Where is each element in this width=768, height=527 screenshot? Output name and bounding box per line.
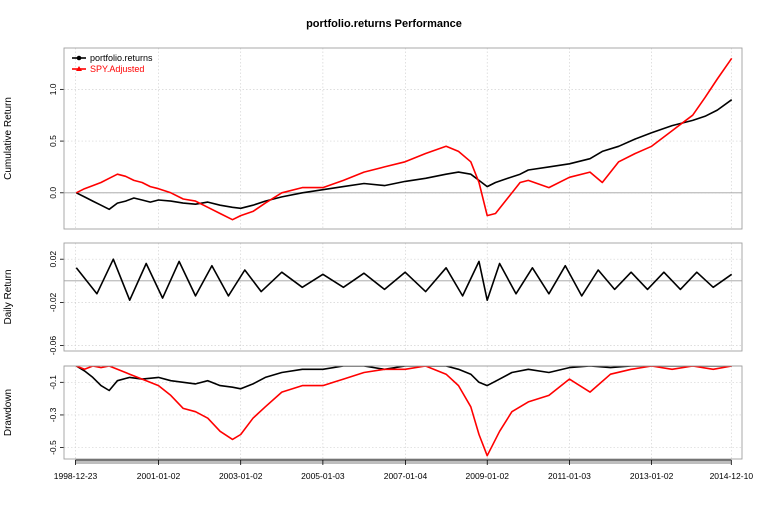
chart-title: portfolio.returns Performance bbox=[306, 18, 462, 30]
x-tick-label: 2001-01-02 bbox=[137, 471, 181, 481]
legend-marker-triangle bbox=[76, 66, 82, 71]
legend-marker-circle bbox=[76, 55, 82, 61]
y-tick-label: -0.5 bbox=[48, 440, 58, 455]
series-line-spy-adjusted bbox=[76, 366, 732, 457]
legend-entry-label: portfolio.returns bbox=[90, 53, 153, 63]
x-tick-label: 2014-12-10 bbox=[710, 471, 754, 481]
x-tick-label: 2007-01-04 bbox=[384, 471, 428, 481]
y-axis-label: Cumulative Return bbox=[3, 97, 14, 180]
cumulative-panel: 0.0 0.5 1.0 Cumulative Return bbox=[3, 47, 743, 230]
y-tick-label: 0.0 bbox=[48, 187, 58, 199]
y-tick-label: 1.0 bbox=[48, 83, 58, 95]
panel-frame bbox=[63, 47, 743, 230]
y-axis-label: Drawdown bbox=[3, 389, 14, 436]
y-axis-label: Daily Return bbox=[3, 269, 14, 324]
drawdown-panel: -0.1 -0.3 -0.5 Drawdown bbox=[3, 365, 743, 460]
series-line-portfolio-returns bbox=[75, 99, 733, 211]
y-tick-label: -0.1 bbox=[48, 375, 58, 390]
x-tick-label: 2013-01-02 bbox=[630, 471, 674, 481]
x-axis-strip bbox=[75, 460, 732, 464]
series-line-portfolio-returns bbox=[75, 258, 733, 301]
legend-entry-label: SPY.Adjusted bbox=[90, 64, 144, 74]
x-tick-label: 2009-01-02 bbox=[465, 471, 509, 481]
y-tick-label: 0.02 bbox=[48, 251, 58, 268]
x-tick-label: 1998-12-23 bbox=[54, 471, 98, 481]
y-tick-label: -0.02 bbox=[48, 292, 58, 312]
x-tick-label: 2003-01-02 bbox=[219, 471, 263, 481]
y-tick-label: 0.5 bbox=[48, 135, 58, 147]
y-tick-label: -0.06 bbox=[48, 336, 58, 356]
y-tick-label: -0.3 bbox=[48, 407, 58, 422]
series-line-spy-adjusted bbox=[75, 57, 733, 221]
x-tick-label: 2011-01-03 bbox=[548, 471, 591, 481]
x-tick-label: 2005-01-03 bbox=[301, 471, 345, 481]
panel-frame bbox=[63, 365, 743, 460]
panel-frame bbox=[63, 242, 743, 352]
daily-panel: 0.02 -0.02 -0.06 Daily Return bbox=[3, 242, 743, 356]
